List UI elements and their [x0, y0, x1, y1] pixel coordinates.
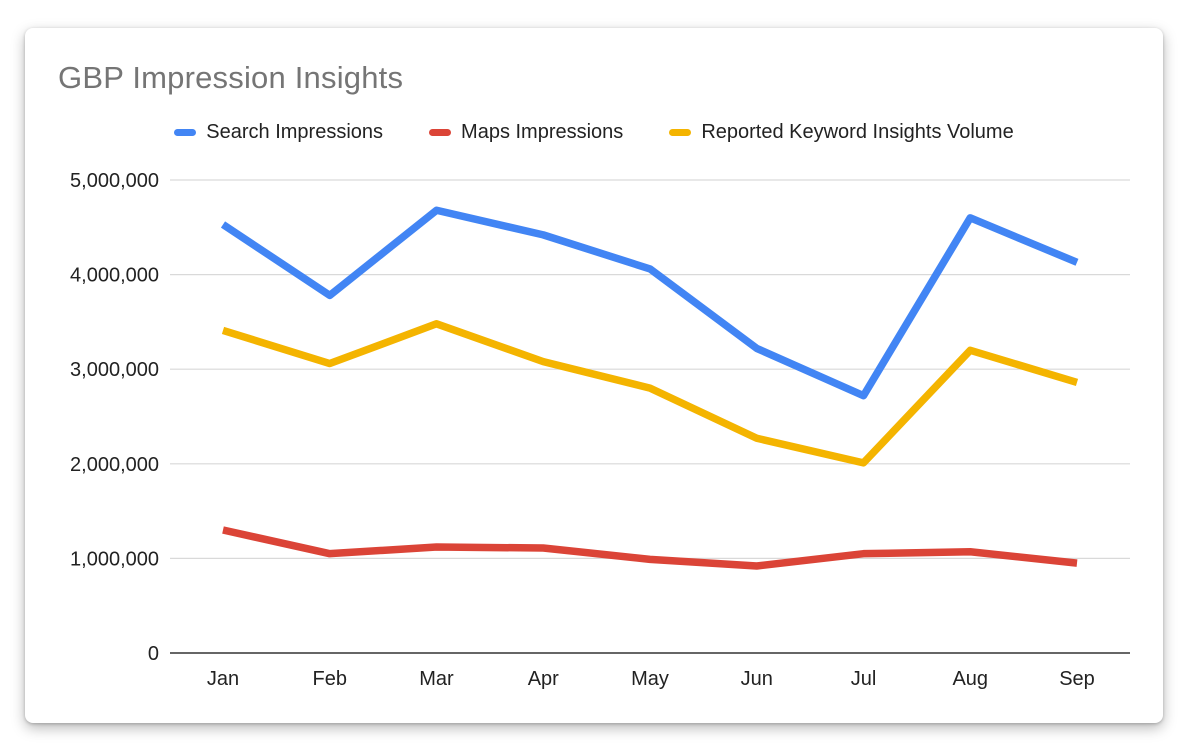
legend-swatch-icon: [669, 128, 692, 136]
x-axis-tick-label: Jul: [851, 668, 877, 690]
y-axis-tick-label: 2,000,000: [70, 454, 159, 476]
series-line-search-impressions[interactable]: [220, 206, 1079, 400]
legend-swatch-icon: [429, 128, 452, 136]
legend-label: Maps Impressions: [461, 120, 624, 143]
x-axis-tick-label: Jun: [741, 668, 773, 690]
legend: Search Impressions Maps Impressions Report…: [25, 118, 1163, 146]
legend-label: Reported Keyword Insights Volume: [701, 120, 1014, 143]
legend-item-search-impressions[interactable]: Search Impressions: [174, 121, 383, 144]
legend-item-reported-keyword-insights-volume[interactable]: Reported Keyword Insights Volume: [669, 120, 1014, 144]
plot-area: 0 1,000,000 2,000,000 3,000,000 4,000,000 5,0…: [70, 170, 1130, 690]
y-axis-tick-label: 0: [148, 643, 159, 665]
legend-swatch-icon: [174, 128, 197, 136]
y-axis-tick-label: 4,000,000: [70, 265, 159, 287]
y-axis-tick-label: 3,000,000: [70, 359, 159, 381]
x-axis-tick-label: Sep: [1059, 668, 1095, 690]
x-axis-tick-label: Apr: [528, 668, 559, 690]
x-axis-tick-label: Jan: [207, 668, 239, 690]
y-axis-tick-label: 5,000,000: [70, 170, 159, 192]
legend-label: Search Impressions: [206, 120, 384, 143]
x-axis-tick-label: Feb: [313, 668, 347, 690]
x-axis-tick-label: May: [631, 668, 669, 690]
x-axis-tick-label: Mar: [419, 668, 454, 690]
x-axis-tick-label: Aug: [952, 668, 988, 690]
legend-item-maps-impressions[interactable]: Maps Impressions: [429, 121, 623, 144]
y-axis-tick-label: 1,000,000: [70, 548, 159, 570]
chart-card: GBP Impression Insights Search Impressio…: [25, 28, 1163, 723]
series-line-reported-keyword-insights-volume[interactable]: [221, 320, 1079, 467]
chart-title: GBP Impression Insights: [58, 60, 404, 95]
series-line-maps-impressions[interactable]: [222, 526, 1078, 570]
